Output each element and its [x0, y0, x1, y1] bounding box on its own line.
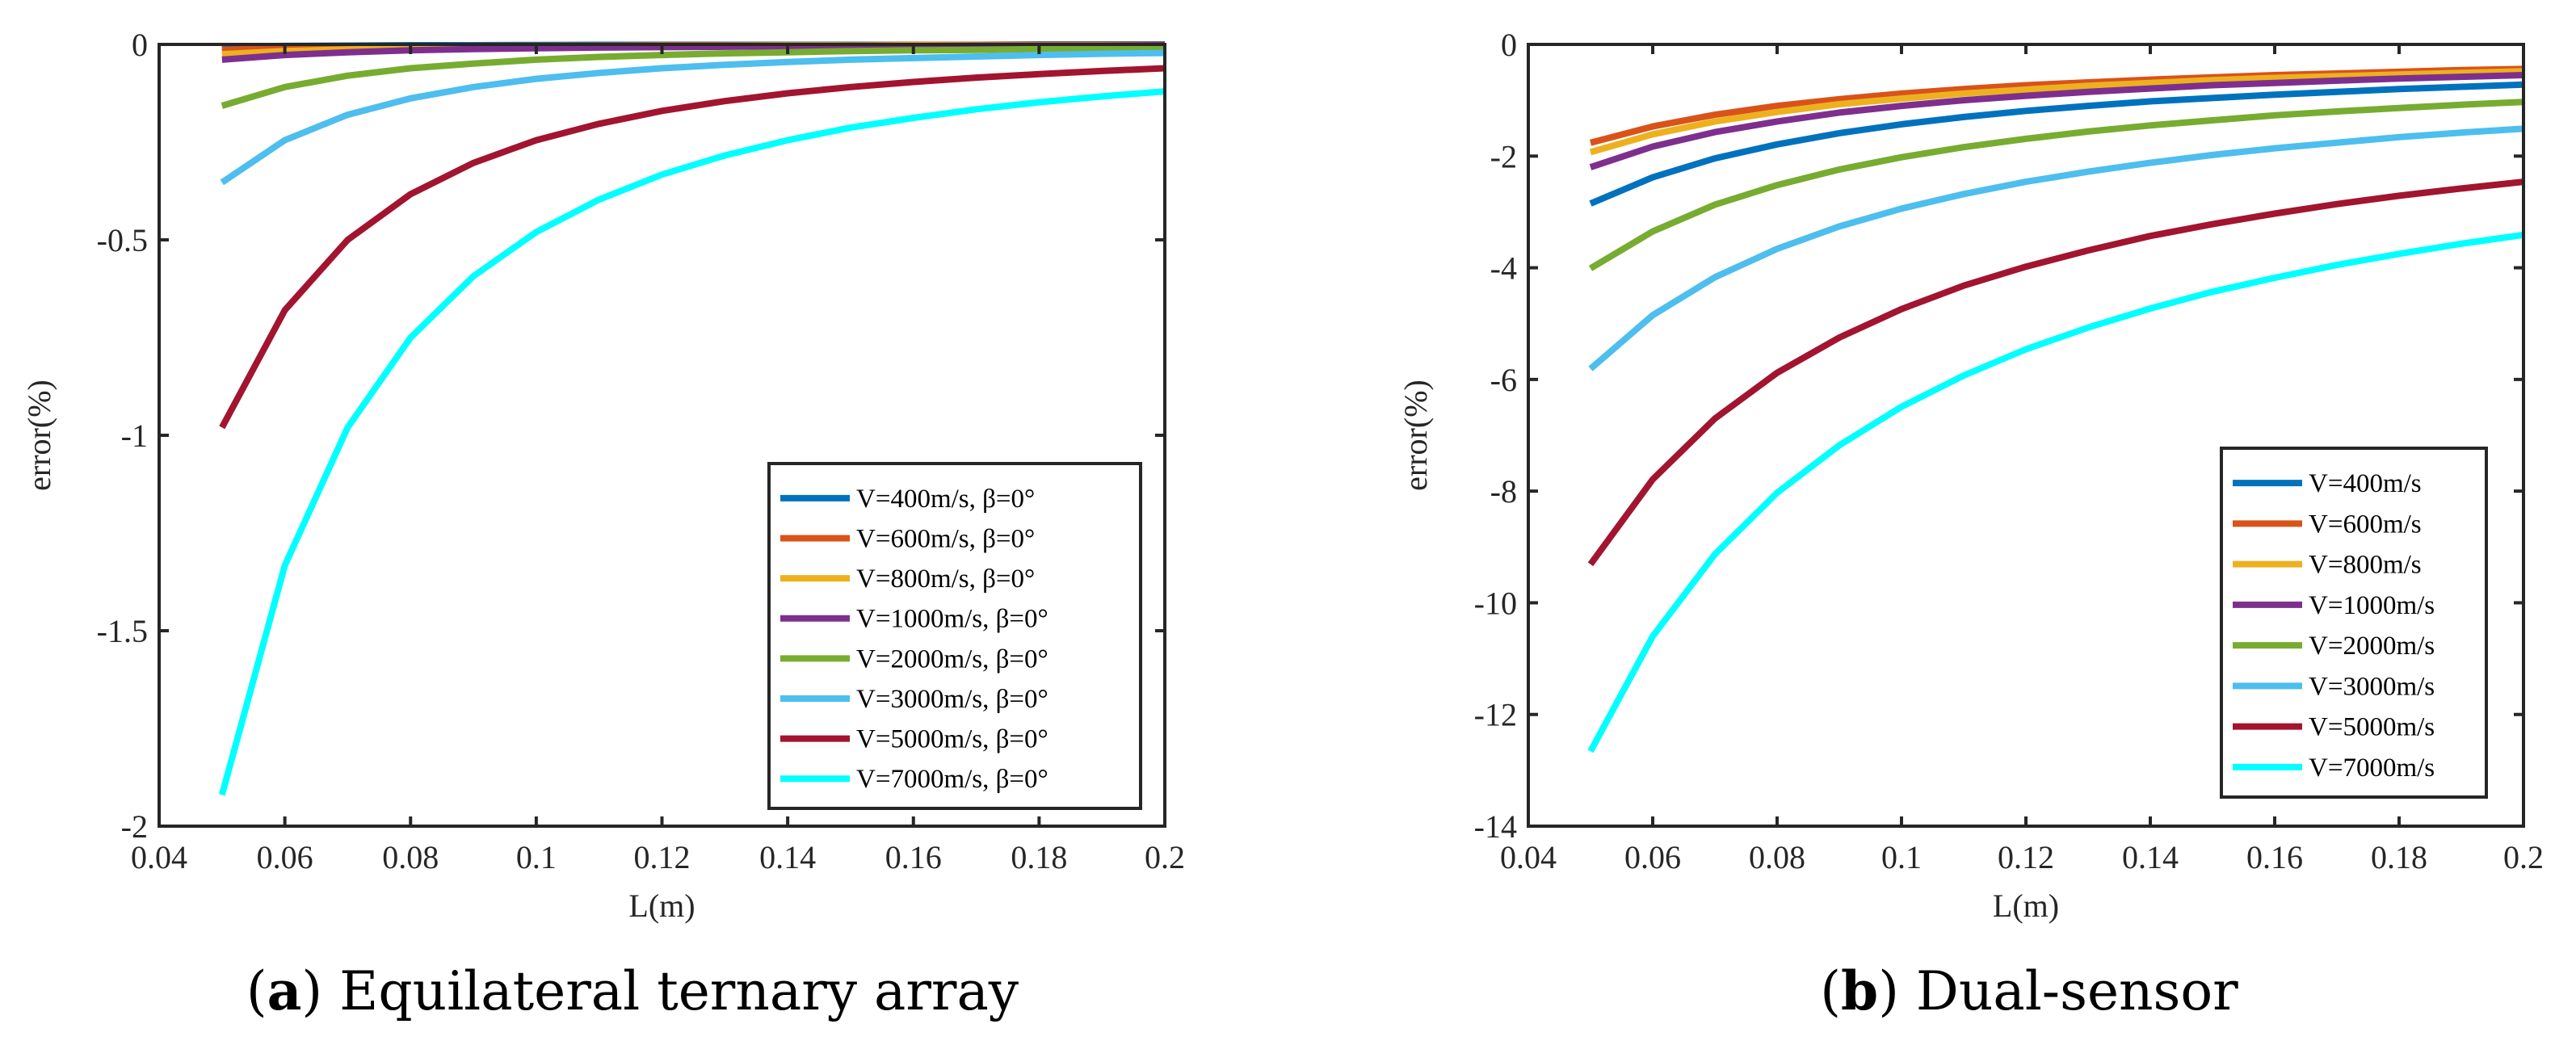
- legend-box: [767, 462, 1142, 810]
- x-tick-label: 0.06: [1624, 839, 1681, 875]
- y-tick-label: -10: [1474, 585, 1517, 621]
- series-line-5: [220, 49, 1166, 186]
- legend-label-0: V=400m/s, β=0°: [856, 485, 1035, 514]
- legend-label-7: V=7000m/s, β=0°: [856, 765, 1048, 794]
- y-tick-label: -1.5: [97, 613, 148, 649]
- legend-label-6: V=5000m/s: [2309, 713, 2435, 742]
- y-tick-label: 0: [1501, 27, 1517, 63]
- y-tick-label: -8: [1490, 473, 1517, 510]
- caption-a: (a) Equilateral ternary array: [246, 959, 1019, 1022]
- y-tick-label: -2: [1490, 138, 1517, 174]
- x-tick-label: 0.18: [2371, 839, 2427, 875]
- x-tick-label: 0.04: [1500, 839, 1557, 875]
- x-tick-label: 0.06: [257, 839, 313, 875]
- x-tick-label: 0.16: [2246, 839, 2303, 875]
- x-tick-label: 0.04: [131, 839, 187, 875]
- x-tick-label: 0.2: [2503, 839, 2544, 875]
- legend-label-1: V=600m/s: [2309, 510, 2422, 539]
- legend-label-0: V=400m/s: [2309, 469, 2422, 498]
- series-line-3: [1589, 72, 2524, 170]
- x-tick-label: 0.14: [2122, 839, 2179, 875]
- y-tick-label: -4: [1490, 250, 1517, 287]
- y-axis-label: error(%): [21, 380, 57, 491]
- x-tick-label: 0.14: [759, 839, 816, 875]
- series-line-4: [221, 44, 1166, 109]
- series-line-6: [219, 65, 1166, 430]
- x-axis-label: L(m): [1993, 888, 2059, 924]
- series-line-7: [218, 88, 1166, 796]
- caption-b-text: Dual-sensor: [1899, 960, 2238, 1022]
- y-tick-label: -2: [121, 808, 148, 845]
- legend-label-3: V=1000m/s, β=0°: [856, 605, 1048, 634]
- x-tick-label: 0.08: [382, 839, 439, 875]
- y-axis-label: error(%): [1397, 380, 1434, 491]
- legend: V=400m/s V=600m/s V=800m/s V=1000m/s V=2000m…: [2220, 447, 2488, 799]
- y-tick-label: -12: [1474, 697, 1517, 733]
- legend-label-5: V=3000m/s: [2309, 672, 2435, 701]
- legend-box: [2220, 447, 2488, 799]
- series-line-0: [1589, 81, 2524, 207]
- series-line-7: [1587, 231, 2524, 753]
- series-line-6: [1587, 178, 2524, 567]
- x-tick-label: 0.2: [1145, 839, 1185, 875]
- panel-a-chart: 0.04 0.06 0.08 0.1 0.12 0.14 0.16 0.18 0.2 0 -0.5 -…: [21, 27, 1185, 924]
- legend-label-4: V=2000m/s, β=0°: [856, 644, 1048, 674]
- y-tick-label: 0: [132, 27, 148, 63]
- panel-b-chart: 0.04 0.06 0.08 0.1 0.12 0.14 0.16 0.18 0.2 0 -2 -4 -…: [1397, 27, 2544, 924]
- x-tick-label: 0.1: [1881, 839, 1922, 875]
- x-tick-label: 0.12: [634, 839, 691, 875]
- series-line-2: [1589, 68, 2524, 156]
- x-tick-label: 0.18: [1011, 839, 1067, 875]
- legend: V=400m/s, β=0° V=600m/s, β=0° V=800m/s, β=…: [767, 462, 1142, 810]
- series-line-4: [1588, 99, 2524, 271]
- caption-b: (b) Dual-sensor: [1820, 959, 2238, 1022]
- legend-label-2: V=800m/s, β=0°: [856, 564, 1035, 594]
- x-tick-label: 0.12: [1998, 839, 2054, 875]
- caption-b-letter: b: [1841, 959, 1878, 1022]
- x-tick-label: 0.1: [516, 839, 557, 875]
- x-axis-label: L(m): [628, 888, 695, 924]
- x-tick-label: 0.08: [1749, 839, 1805, 875]
- caption-a-text: Equilateral ternary array: [322, 960, 1019, 1022]
- caption-a-letter: a: [267, 959, 302, 1022]
- legend-label-2: V=800m/s: [2309, 551, 2422, 580]
- y-tick-label: -14: [1474, 808, 1517, 845]
- legend-label-6: V=5000m/s, β=0°: [856, 725, 1048, 754]
- legend-label-5: V=3000m/s, β=0°: [856, 685, 1048, 714]
- y-tick-label: -6: [1490, 362, 1517, 398]
- y-tick-label: -1: [121, 418, 148, 454]
- x-tick-label: 0.16: [885, 839, 942, 875]
- legend-label-7: V=7000m/s: [2309, 753, 2435, 783]
- legend-label-3: V=1000m/s: [2309, 591, 2435, 620]
- series-line-5: [1588, 125, 2524, 371]
- legend-label-4: V=2000m/s: [2309, 632, 2435, 661]
- y-tick-label: -0.5: [97, 222, 148, 258]
- legend-label-1: V=600m/s, β=0°: [856, 524, 1035, 553]
